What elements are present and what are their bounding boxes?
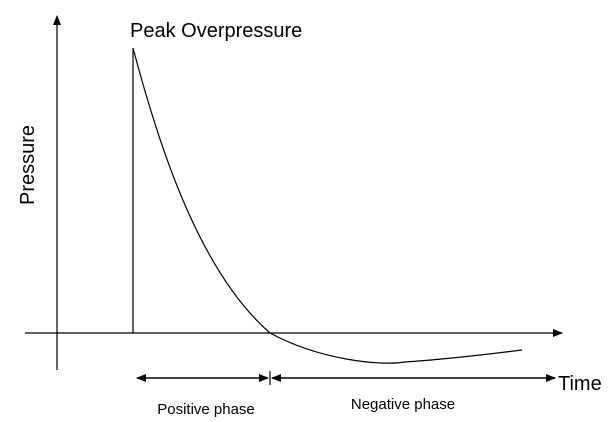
positive-phase-label: Positive phase <box>157 401 255 417</box>
y-axis-label: Pressure <box>17 125 39 205</box>
x-axis-label: Time <box>558 373 602 395</box>
pressure-curve <box>132 47 523 364</box>
title: Peak Overpressure <box>130 20 302 42</box>
negative-phase-label: Negative phase <box>351 396 455 413</box>
